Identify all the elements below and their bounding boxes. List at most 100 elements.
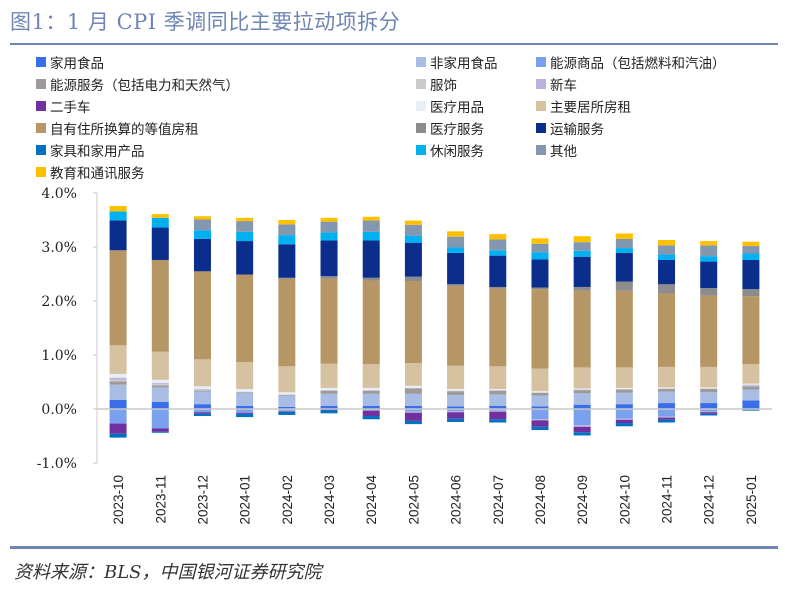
bar-segment [320, 276, 338, 279]
bar-segment [700, 288, 718, 296]
bar-segment [615, 281, 633, 291]
bar-segment [447, 231, 465, 237]
bar-segment [700, 389, 718, 393]
x-tick-label: 2024-10 [617, 475, 632, 525]
legend-label: 医疗用品 [430, 100, 484, 116]
bar-segment [573, 236, 591, 243]
bar-segment [193, 219, 211, 231]
bar-segment [193, 412, 211, 414]
bar-segment [447, 284, 465, 286]
bar-segment [700, 256, 718, 262]
bar-segment [404, 411, 422, 413]
bar-segment [447, 285, 465, 366]
bar-segment [278, 395, 296, 407]
bar-segment [447, 365, 465, 390]
bar-segment [193, 391, 211, 405]
x-tick-label: 2024-04 [364, 475, 379, 525]
x-tick-label: 2024-12 [702, 475, 717, 525]
bar-segment [531, 392, 549, 393]
bar-segment [489, 419, 507, 423]
legend-swatch [416, 123, 426, 133]
bar-segment [362, 231, 380, 241]
bar-segment [404, 420, 422, 425]
bar-segment [278, 224, 296, 236]
bar-segment [489, 411, 507, 420]
legend-label: 新车 [550, 78, 577, 94]
legend-label: 能源服务（包括电力和天然气） [50, 78, 239, 94]
bar-segment [615, 367, 633, 388]
x-tick-label: 2023-10 [111, 475, 126, 525]
bar-segment [447, 390, 465, 392]
bar-segment [615, 252, 633, 282]
chart-title: 图1：1 月 CPI 季调同比主要拉动项拆分 [10, 10, 401, 34]
bar-segment [404, 235, 422, 243]
bar-segment [658, 389, 676, 392]
bar-segment [362, 277, 380, 281]
bar-segment [404, 409, 422, 412]
bar-segment [404, 242, 422, 277]
bar-segment [700, 388, 718, 390]
legend-item: 其他 [536, 140, 577, 160]
bar-segment [362, 410, 380, 417]
bar-segment [489, 239, 507, 251]
bar-segment [320, 232, 338, 241]
bar-segment [362, 410, 380, 411]
bar-segment [615, 409, 633, 419]
bar-segment [742, 400, 760, 409]
bar-segment [109, 384, 127, 400]
bar-segment [658, 239, 676, 246]
bar-segment [615, 404, 633, 409]
bar-segment [404, 220, 422, 225]
bar-segment [151, 387, 169, 402]
legend-label: 主要居所房租 [550, 100, 631, 116]
bar-segment [193, 230, 211, 239]
bar-segment [404, 405, 422, 409]
bar-segment [742, 389, 760, 401]
bar-segment [236, 362, 254, 390]
bar-segment [531, 243, 549, 253]
bar-segment [278, 409, 296, 411]
legend-label: 休闲服务 [430, 144, 484, 160]
bar-segment [658, 259, 676, 285]
legend-swatch [36, 101, 46, 111]
bar-segment [447, 412, 465, 419]
bar-segment [447, 411, 465, 413]
legend-swatch [536, 79, 546, 89]
x-tick-label: 2024-09 [575, 475, 590, 525]
bar-segment [447, 389, 465, 391]
bar-segment [404, 363, 422, 386]
bar-segment [447, 252, 465, 285]
bar-segment [615, 418, 633, 420]
bar-segment [151, 351, 169, 380]
x-tick-label: 2023-11 [153, 475, 168, 524]
legend-item: 休闲服务 [416, 140, 484, 160]
legend-label: 运输服务 [550, 122, 604, 138]
bar-segment [236, 405, 254, 409]
legend-swatch [536, 145, 546, 155]
bar-segment [278, 394, 296, 396]
legend-label: 非家用食品 [430, 56, 498, 72]
x-tick-label: 2024-02 [280, 475, 295, 525]
legend-item: 主要居所房租 [536, 96, 631, 116]
y-tick-label: -1.0% [37, 456, 77, 472]
bar-segment [362, 416, 380, 420]
bar-segment [489, 234, 507, 240]
bar-segment [742, 409, 760, 411]
bar-segment [404, 281, 422, 364]
bar-segment [742, 384, 760, 386]
bar-segment [362, 405, 380, 409]
bar-segment [404, 276, 422, 282]
bar-segment [278, 406, 296, 409]
bar-segment [193, 389, 211, 391]
bar-segment [193, 404, 211, 409]
bar-segment [151, 384, 169, 386]
bar-segment [404, 224, 422, 236]
legend-label: 服饰 [430, 78, 457, 94]
bar-segment [320, 217, 338, 222]
bar-segment [573, 242, 591, 251]
bar-segment [615, 233, 633, 239]
bar-segment [193, 238, 211, 272]
legend-label: 家具和家用产品 [50, 144, 145, 160]
bar-segment [193, 386, 211, 390]
x-tick-label: 2024-05 [406, 475, 421, 525]
